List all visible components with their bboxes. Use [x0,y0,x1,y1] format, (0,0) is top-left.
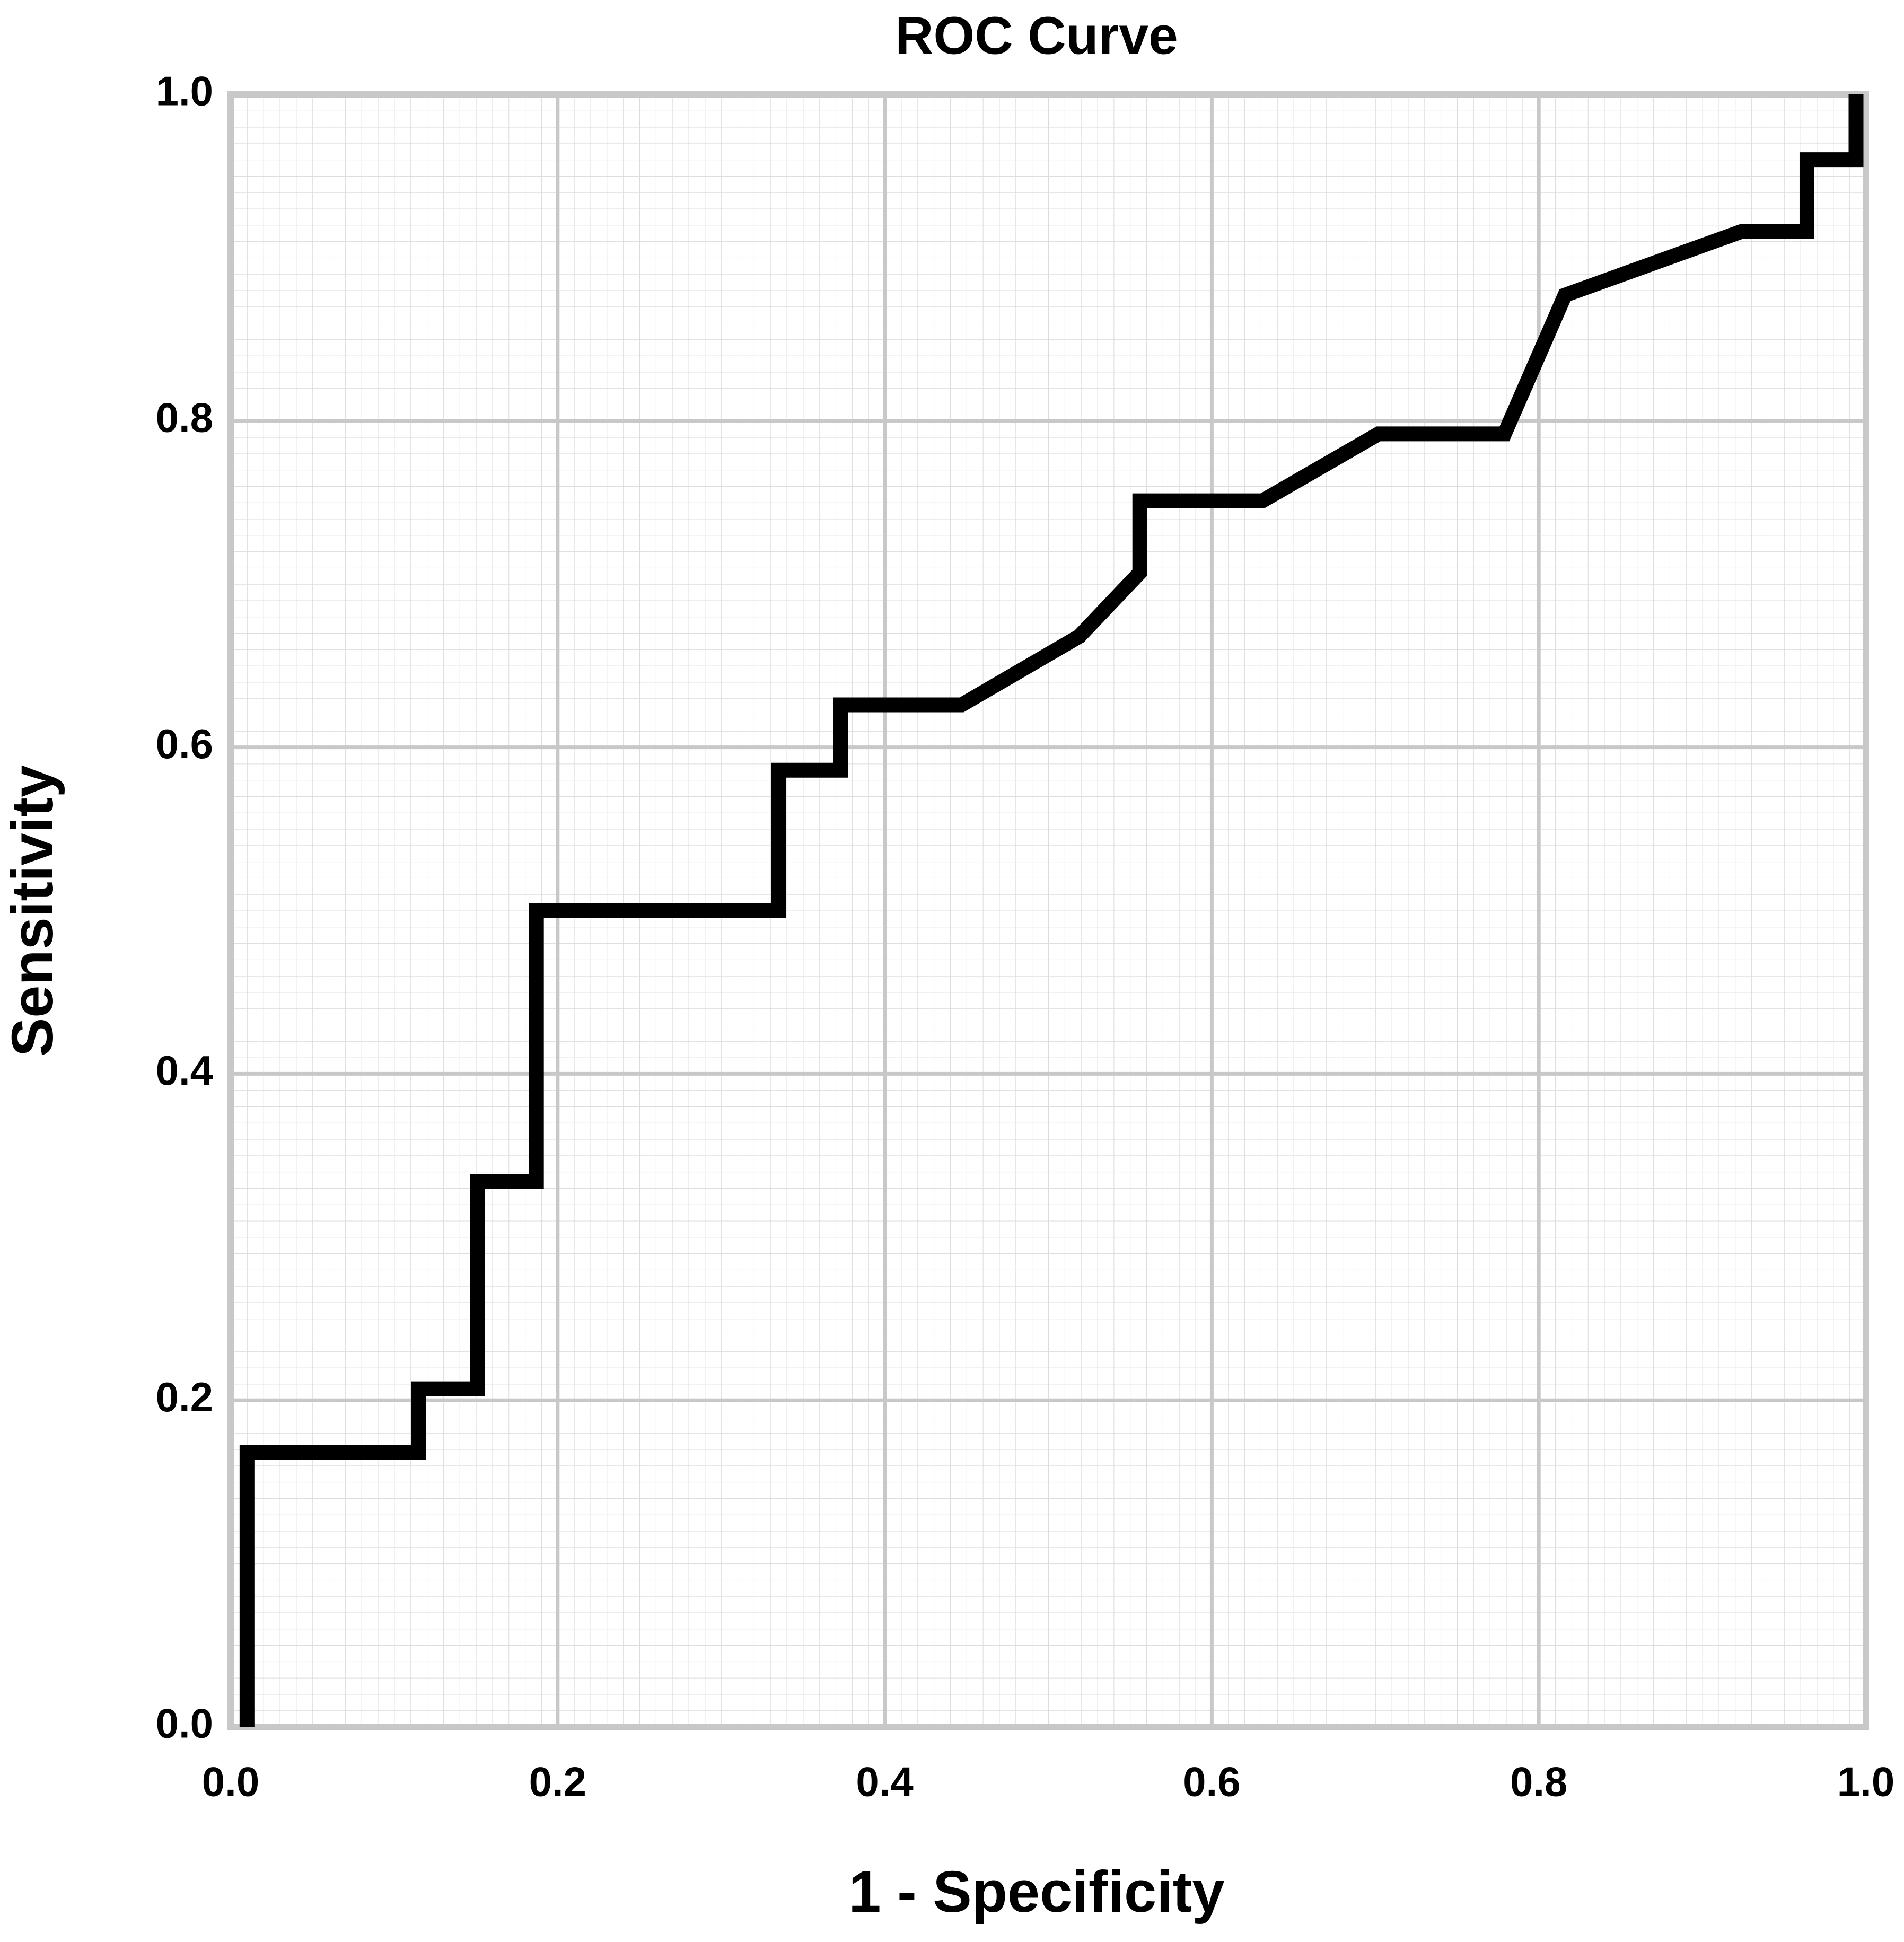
y-axis-label: Sensitivity [0,765,65,1057]
y-tick-label: 0.8 [156,394,213,441]
x-tick-label: 0.6 [1183,1759,1240,1805]
y-tick-label: 0.6 [156,720,213,767]
chart-title: ROC Curve [895,6,1178,65]
minor-grid [231,94,1866,1727]
y-tick-label: 1.0 [156,68,213,115]
y-tick-label: 0.4 [156,1047,213,1094]
plot-area [239,94,1864,1727]
x-tick-label: 0.2 [529,1759,586,1805]
x-tick-label: 0.0 [202,1759,259,1805]
x-axis-label: 1 - Specificity [848,1859,1224,1925]
y-tick-label: 0.2 [156,1374,213,1420]
x-tick-label: 0.8 [1510,1759,1567,1805]
plot-frame [227,91,1869,1730]
x-tick-label: 0.4 [856,1759,913,1805]
x-tick-label: 1.0 [1837,1759,1894,1805]
roc-line [239,94,1864,1727]
y-tick-label: 0.0 [156,1700,213,1747]
